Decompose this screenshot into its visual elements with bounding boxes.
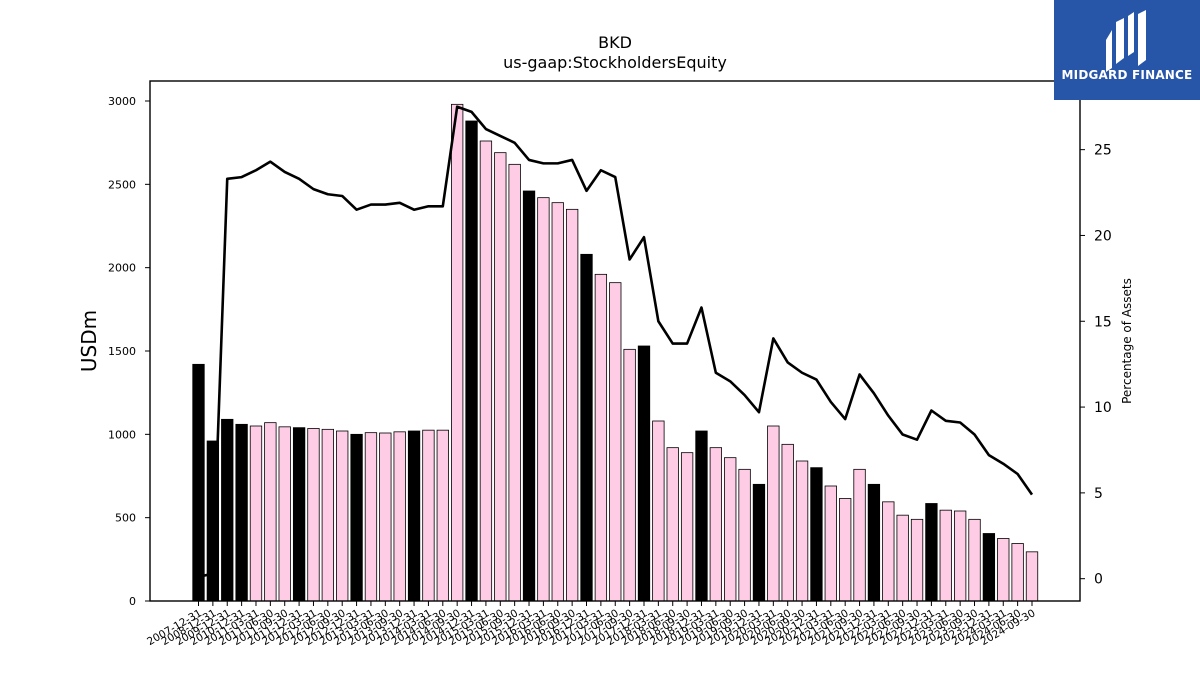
bar-2021-03-31 bbox=[824, 485, 837, 602]
percentage-of-assets-line bbox=[198, 105, 1034, 579]
logo-text: MIDGARD FINANCE bbox=[1061, 68, 1193, 82]
y-tick-label-1000: 1000 bbox=[108, 428, 136, 441]
bar-2014-09-30 bbox=[451, 103, 464, 602]
bar-2024-06-30 bbox=[1011, 543, 1024, 602]
bar-2018-09-30 bbox=[680, 452, 694, 602]
y-axis-left: 0 500 1000 1500 2000 2500 3000 bbox=[108, 95, 150, 608]
bar-2024-03-31 bbox=[997, 538, 1010, 602]
chart-subtitle: us-gaap:StockholdersEquity bbox=[503, 53, 727, 72]
bar-2015-09-30 bbox=[508, 163, 521, 602]
bar-2017-12-31 bbox=[637, 345, 651, 602]
bar-2021-06-30 bbox=[839, 498, 852, 602]
y-axis-right: 0 5 10 15 20 25 bbox=[1080, 143, 1112, 588]
bar-2011-12-31 bbox=[292, 427, 306, 602]
y-tick-label-0: 0 bbox=[129, 595, 136, 608]
y-tick-label-500: 500 bbox=[115, 512, 136, 525]
brand-logo: MIDGARD FINANCE bbox=[1054, 0, 1200, 100]
y2-tick-label-15: 15 bbox=[1094, 314, 1112, 330]
line-layer bbox=[198, 105, 1034, 579]
bar-2014-06-30 bbox=[436, 429, 449, 602]
y2-tick-label-25: 25 bbox=[1094, 143, 1112, 159]
chart-title: BKD bbox=[598, 33, 632, 52]
bar-2012-09-30 bbox=[336, 430, 349, 602]
bar-2010-12-31 bbox=[235, 423, 248, 602]
bar-2013-03-31 bbox=[364, 432, 378, 602]
bar-2016-06-30 bbox=[551, 202, 564, 602]
y2-tick-label-20: 20 bbox=[1094, 228, 1112, 244]
bar-2009-12-31 bbox=[221, 418, 234, 602]
bar-2020-06-30 bbox=[781, 443, 794, 602]
bar-2017-09-30 bbox=[623, 348, 636, 602]
y-axis-label: USDm bbox=[77, 310, 101, 372]
bar-2017-06-30 bbox=[609, 282, 622, 602]
bar-2018-06-30 bbox=[666, 447, 679, 602]
y2-tick-label-5: 5 bbox=[1094, 486, 1103, 502]
bar-2011-03-31 bbox=[249, 425, 263, 602]
x-axis: 2007-12-312008-12-312009-12-312010-12-31… bbox=[145, 601, 1038, 648]
bar-2019-12-31 bbox=[752, 483, 766, 602]
bar-2022-12-31 bbox=[925, 503, 938, 602]
bar-2012-03-31 bbox=[307, 428, 320, 602]
bar-2012-12-31 bbox=[350, 433, 363, 602]
bar-2020-12-31 bbox=[810, 467, 823, 602]
bar-2017-03-31 bbox=[594, 273, 608, 602]
bar-2016-03-31 bbox=[537, 197, 550, 602]
bar-2013-06-30 bbox=[379, 432, 392, 602]
bar-2011-09-30 bbox=[278, 426, 291, 602]
y2-tick-label-10: 10 bbox=[1094, 400, 1112, 416]
bar-2021-12-31 bbox=[867, 483, 881, 602]
bar-2022-09-30 bbox=[910, 518, 924, 602]
bar-2018-12-31 bbox=[695, 430, 708, 602]
bar-2020-03-31 bbox=[767, 425, 780, 602]
y-tick-label-1500: 1500 bbox=[108, 345, 136, 358]
bar-2023-12-31 bbox=[982, 533, 996, 602]
y-tick-label-2500: 2500 bbox=[108, 178, 136, 191]
bar-2014-03-31 bbox=[422, 429, 435, 602]
bar-2020-09-30 bbox=[795, 460, 809, 602]
bar-2015-06-30 bbox=[494, 152, 507, 602]
bar-2023-03-31 bbox=[939, 509, 952, 602]
bar-2022-03-31 bbox=[882, 501, 895, 602]
bar-2014-12-31 bbox=[465, 120, 478, 602]
bar-2015-03-31 bbox=[479, 140, 493, 602]
bar-2022-06-30 bbox=[896, 514, 909, 602]
bar-2013-09-30 bbox=[393, 431, 406, 602]
bar-2021-09-30 bbox=[853, 468, 866, 602]
bar-2019-09-30 bbox=[738, 468, 751, 602]
bar-2023-09-30 bbox=[968, 518, 981, 602]
y2-axis-label: Percentage of Assets bbox=[1120, 278, 1134, 404]
bar-2007-12-31 bbox=[192, 363, 205, 602]
y-tick-label-2000: 2000 bbox=[108, 262, 136, 275]
y2-tick-label-0: 0 bbox=[1094, 572, 1103, 588]
bar-2023-06-30 bbox=[954, 510, 967, 602]
bar-2015-12-31 bbox=[522, 190, 536, 602]
bar-2018-03-31 bbox=[652, 420, 665, 602]
bar-2011-06-30 bbox=[264, 422, 277, 602]
bar-2013-12-31 bbox=[407, 430, 421, 602]
bar-2024-09-30 bbox=[1025, 551, 1039, 602]
bar-2019-03-31 bbox=[709, 447, 722, 602]
bar-2012-06-30 bbox=[321, 428, 334, 602]
bar-2016-09-30 bbox=[565, 208, 579, 602]
logo-mark-icon bbox=[1106, 10, 1146, 72]
y-tick-label-3000: 3000 bbox=[108, 95, 136, 108]
bar-2016-12-31 bbox=[580, 253, 593, 602]
bar-2019-06-30 bbox=[724, 457, 737, 602]
bars-layer bbox=[192, 103, 1039, 602]
